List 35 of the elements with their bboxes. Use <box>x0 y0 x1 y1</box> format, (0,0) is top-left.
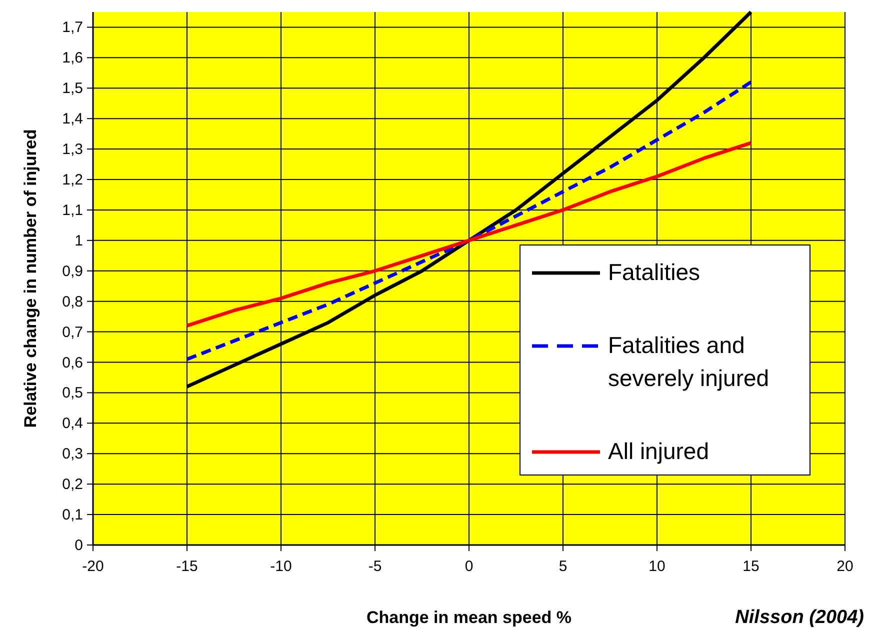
x-tick-label: -15 <box>176 558 198 575</box>
y-tick-label: 0,9 <box>62 262 83 280</box>
legend-label: Fatalities and severely injured <box>608 332 770 391</box>
y-tick-label: 0,8 <box>62 293 83 310</box>
y-tick-label: 0,3 <box>62 446 83 463</box>
y-tick-label: 1 <box>74 232 83 250</box>
y-tick-label: 0,7 <box>62 324 83 341</box>
y-tick-label: 0,6 <box>62 354 83 372</box>
y-tick-label: 0 <box>74 537 83 554</box>
y-tick-label: 1,5 <box>62 80 83 98</box>
y-axis-title: Relative change in number of injured <box>21 129 40 428</box>
y-tick-label: 1,2 <box>62 172 83 189</box>
y-tick-label: 0,4 <box>62 415 83 432</box>
y-tick-label: 0,5 <box>62 384 83 402</box>
x-tick-label: 10 <box>648 558 666 575</box>
x-tick-label: -20 <box>82 558 104 575</box>
x-tick-label: 20 <box>836 558 854 575</box>
line-series <box>185 141 753 328</box>
y-tick-label: 0,2 <box>62 476 83 494</box>
y-tick-label: 1,1 <box>62 202 83 219</box>
text: Nilsson (2004) <box>735 607 864 628</box>
x-tick-label: 15 <box>742 558 760 575</box>
x-tick-label: -5 <box>368 558 382 575</box>
y-tick-label: 1,7 <box>62 19 83 36</box>
x-axis-title: Change in mean speed % <box>366 608 572 627</box>
y-tick-label: 1,3 <box>62 141 83 158</box>
legend-label: All injured <box>608 438 709 464</box>
y-tick-label: 1,6 <box>62 50 83 67</box>
x-tick-label: -10 <box>270 558 292 575</box>
y-tick-label: 1,4 <box>62 110 83 128</box>
legend-label: Fatalities <box>608 259 700 285</box>
y-tick-label: 0,1 <box>62 506 83 524</box>
x-tick-label: 5 <box>558 558 568 575</box>
line-series <box>185 80 753 361</box>
x-tick-label: 0 <box>464 558 474 575</box>
